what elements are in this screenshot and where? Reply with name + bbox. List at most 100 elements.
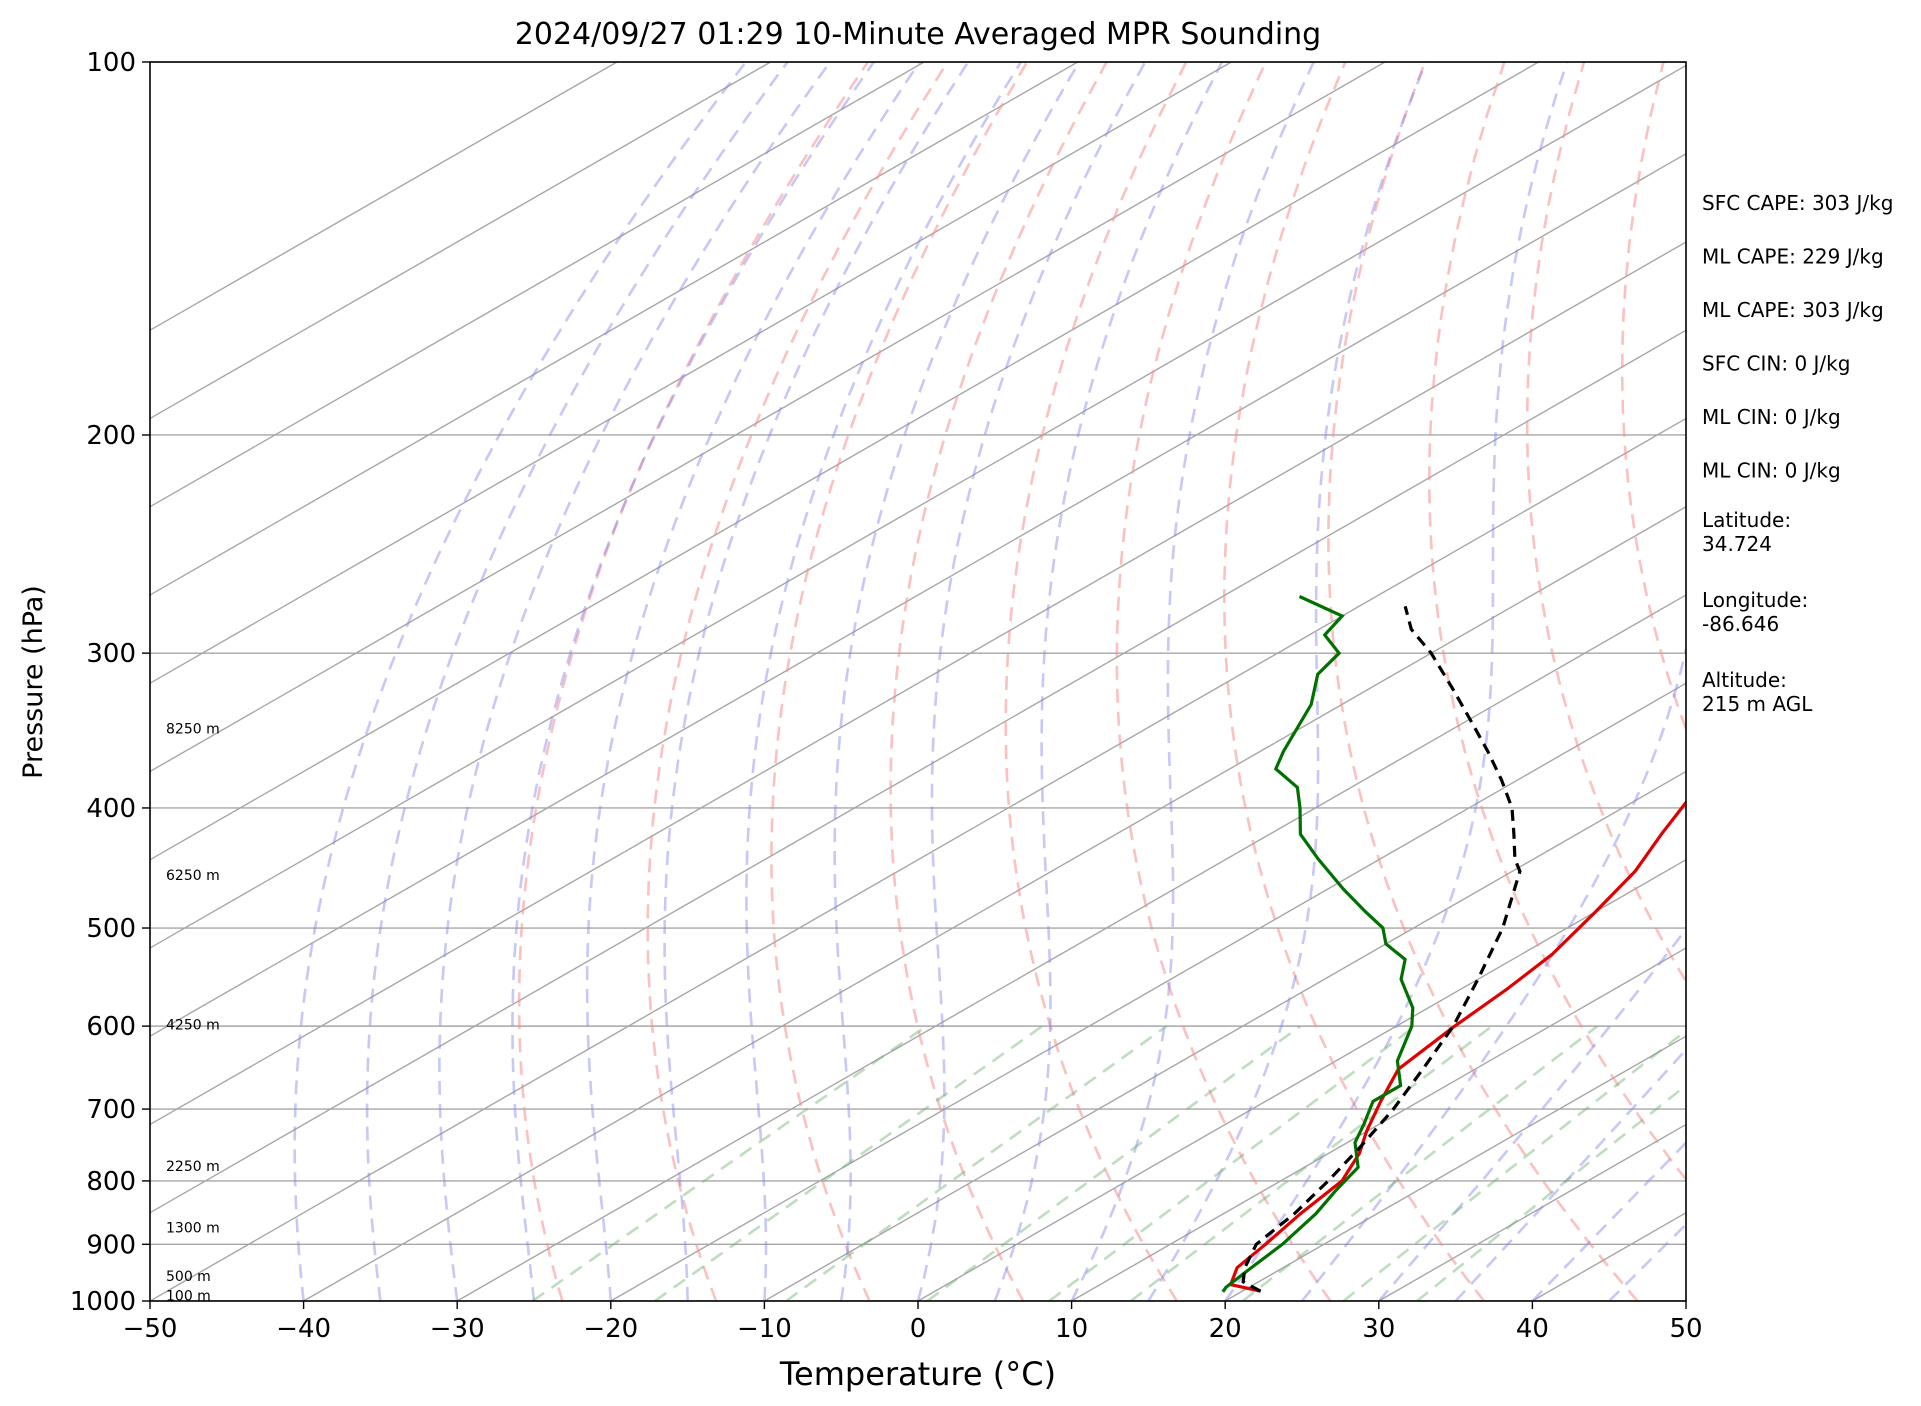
stat-label: Altitude: — [1702, 668, 1787, 692]
stat-value: 34.724 — [1702, 532, 1772, 556]
moist-adiabat — [916, 62, 1147, 1301]
mixing-ratio-line — [531, 1025, 928, 1301]
x-tick-label: −30 — [430, 1314, 485, 1344]
isotherm — [303, 505, 1686, 1301]
mixing-ratio-line — [1241, 1025, 1599, 1301]
height-labels: 100 m 500 m 1300 m 2250 m 4250 m 6250 m 8250 m — [166, 721, 220, 1304]
x-tick-label: 10 — [1055, 1314, 1088, 1344]
mixing-ratio-line — [785, 1025, 1168, 1301]
y-tick-label: 400 — [86, 794, 136, 824]
x-tick-label: −50 — [123, 1314, 178, 1344]
mixing-ratio-line — [1416, 1083, 1686, 1301]
x-tick-label: −40 — [276, 1314, 331, 1344]
isotherm — [1071, 947, 1686, 1301]
isotherm — [150, 62, 771, 420]
stat-line: ML CIN: 0 J/kg — [1702, 405, 1841, 429]
height-label: 100 m — [166, 1289, 211, 1305]
mixing-ratio-line — [1342, 1029, 1686, 1301]
isotherm — [150, 64, 1686, 949]
moist-adiabat — [663, 62, 970, 1301]
y-tick-label: 700 — [86, 1095, 136, 1125]
chart-title: 2024/09/27 01:29 10-Minute Averaged MPR … — [515, 17, 1321, 52]
height-label: 1300 m — [166, 1220, 220, 1236]
dry-adiabat — [770, 62, 1029, 1301]
isotherm — [150, 329, 1686, 1214]
isotherm — [1224, 1035, 1686, 1301]
moist-adiabat — [1224, 62, 1569, 1301]
moist-adiabat — [1300, 642, 1686, 1301]
x-axis-label: Temperature (°C) — [779, 1355, 1056, 1393]
moist-adiabat — [1070, 62, 1315, 1301]
dry-adiabat — [889, 62, 1108, 1301]
y-tick-label: 100 — [86, 48, 136, 78]
isotherm — [150, 62, 1232, 685]
x-tick-label: 30 — [1362, 1314, 1395, 1344]
y-tick-label: 500 — [86, 914, 136, 944]
dry-adiabat — [517, 62, 869, 1301]
y-tick-label: 600 — [86, 1012, 136, 1042]
x-tick-label: 40 — [1516, 1314, 1549, 1344]
dry-adiabat — [1115, 62, 1332, 1301]
height-label: 2250 m — [166, 1159, 220, 1175]
profile-line — [1241, 605, 1522, 1293]
moist-adiabat — [1377, 927, 1686, 1301]
y-tick-label: 200 — [86, 421, 136, 451]
moist-adiabat — [993, 62, 1224, 1301]
x-tick-label: 20 — [1209, 1314, 1242, 1344]
x-tick-label: −20 — [583, 1314, 638, 1344]
mixing-ratio-line — [654, 1025, 1044, 1301]
x-tick-label: 0 — [910, 1314, 927, 1344]
stat-line: ML CAPE: 303 J/kg — [1702, 298, 1884, 322]
moist-adiabat — [293, 62, 747, 1301]
moist-adiabat — [438, 62, 832, 1301]
stat-line: ML CIN: 0 J/kg — [1702, 459, 1841, 483]
stat-line: SFC CIN: 0 J/kg — [1702, 352, 1850, 376]
isotherm — [610, 682, 1686, 1301]
isotherm — [764, 770, 1686, 1301]
isotherm — [456, 594, 1686, 1301]
mixing-ratio-lines — [531, 1025, 1686, 1301]
isotherm — [150, 241, 1686, 1126]
isotherm — [150, 62, 1386, 773]
moist-adiabat — [1531, 1140, 1686, 1301]
moist-adiabat — [365, 62, 789, 1301]
isotherm — [150, 62, 1539, 861]
isotherm — [150, 62, 1079, 596]
isotherm — [150, 62, 618, 332]
isotherm — [917, 858, 1686, 1301]
profile-line — [1228, 799, 1686, 1293]
stat-line: SFC CAPE: 303 J/kg — [1702, 191, 1893, 215]
stat-label: Longitude: — [1702, 588, 1808, 612]
moist-adiabat — [511, 62, 875, 1301]
y-axis: 1000 900 800 700 600 500 400 300 200 100 — [70, 48, 150, 1317]
profile-lines — [1221, 595, 1686, 1293]
y-tick-label: 900 — [86, 1230, 136, 1260]
dry-adiabat — [646, 62, 949, 1301]
y-tick-label: 300 — [86, 639, 136, 669]
dry-adiabat — [1004, 62, 1188, 1301]
moist-adiabat — [1147, 62, 1428, 1301]
dry-adiabat — [1427, 62, 1686, 1182]
stat-line: ML CAPE: 229 J/kg — [1702, 245, 1884, 269]
moist-adiabat — [1454, 1047, 1686, 1301]
stat-value: 215 m AGL — [1702, 692, 1813, 716]
y-tick-label: 800 — [86, 1167, 136, 1197]
stat-value: -86.646 — [1702, 612, 1779, 636]
mixing-ratio-line — [1130, 1025, 1493, 1301]
moist-adiabat — [585, 62, 921, 1301]
height-label: 6250 m — [166, 868, 220, 884]
moist-adiabat — [745, 62, 1023, 1301]
isotherm — [150, 152, 1686, 1038]
sounding-stats: SFC CAPE: 303 J/kg ML CAPE: 229 J/kg ML CA… — [1702, 191, 1893, 716]
grid-layer — [150, 62, 1686, 1301]
profile-line — [1221, 595, 1415, 1293]
y-tick-label: 1000 — [70, 1287, 136, 1317]
height-label: 500 m — [166, 1269, 211, 1285]
dry-adiabat — [1525, 62, 1686, 984]
height-label: 8250 m — [166, 721, 220, 737]
dry-adiabat — [1222, 62, 1486, 1301]
adiabat-lines — [293, 62, 1686, 1301]
height-label: 4250 m — [166, 1017, 220, 1033]
x-axis: −50 −40 −30 −20 −10 0 10 20 30 40 50 — [123, 1301, 1703, 1344]
